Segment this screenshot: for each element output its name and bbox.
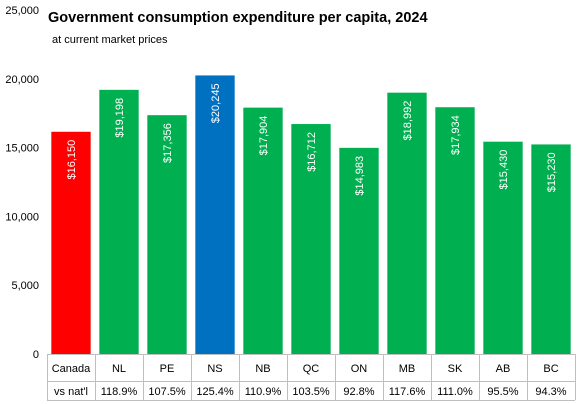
y-tick-label: 0 bbox=[33, 349, 39, 361]
y-axis-ticks: 0 5,000 10,000 15,000 20,000 25,000 bbox=[5, 5, 39, 361]
data-label: $19,198 bbox=[114, 98, 126, 138]
vs-national-label: 92.8% bbox=[343, 386, 374, 398]
vs-national-label: 107.5% bbox=[148, 386, 186, 398]
y-tick-label: 15,000 bbox=[5, 143, 39, 155]
category-label: SK bbox=[448, 363, 463, 375]
category-label: AB bbox=[496, 363, 511, 375]
bar bbox=[147, 115, 187, 354]
category-table: Canada vs nat'l NL 118.9% PE 107.5% NS 125.4% NB… bbox=[47, 354, 576, 401]
category-label: Canada bbox=[52, 363, 91, 375]
category-label: NL bbox=[112, 363, 126, 375]
vs-national-label: 125.4% bbox=[196, 386, 234, 398]
bar bbox=[99, 89, 139, 355]
vs-national-label: 111.0% bbox=[437, 386, 473, 398]
vs-national-label: 118.9% bbox=[101, 386, 138, 398]
vs-national-label: 110.9% bbox=[245, 386, 282, 398]
data-label: $16,712 bbox=[306, 132, 318, 172]
bar bbox=[483, 141, 523, 354]
bars: $16,150 $19,198 $17,356 $20,245 $17,904 $16,7… bbox=[51, 75, 571, 355]
category-label: NS bbox=[207, 363, 222, 375]
bar bbox=[339, 147, 379, 354]
bar bbox=[531, 144, 571, 354]
category-label: MB bbox=[399, 363, 416, 375]
vs-national-label: 103.5% bbox=[292, 386, 330, 398]
y-tick-label: 5,000 bbox=[11, 280, 39, 292]
data-label: $15,230 bbox=[546, 152, 558, 192]
bar bbox=[51, 131, 91, 354]
data-label: $20,245 bbox=[210, 83, 222, 123]
y-tick-label: 25,000 bbox=[5, 5, 39, 17]
chart-title: Government consumption expenditure per c… bbox=[48, 10, 428, 26]
bar bbox=[291, 124, 331, 354]
category-label: NB bbox=[255, 363, 270, 375]
category-label: ON bbox=[351, 363, 368, 375]
vs-national-label: 95.5% bbox=[487, 386, 518, 398]
vs-national-label: vs nat'l bbox=[54, 386, 88, 398]
chart-subtitle: at current market prices bbox=[52, 34, 168, 46]
data-label: $16,150 bbox=[66, 140, 78, 180]
category-label: QC bbox=[303, 363, 320, 375]
data-label: $15,430 bbox=[498, 150, 510, 190]
vs-national-label: 117.6% bbox=[389, 386, 426, 398]
data-label: $17,356 bbox=[162, 123, 174, 163]
vs-national-label: 94.3% bbox=[535, 386, 566, 398]
bar bbox=[387, 92, 427, 355]
bar bbox=[195, 75, 235, 354]
bar bbox=[243, 107, 283, 354]
data-label: $17,934 bbox=[450, 115, 462, 155]
data-label: $14,983 bbox=[354, 156, 366, 196]
bar bbox=[435, 107, 475, 355]
data-label: $18,992 bbox=[402, 101, 414, 141]
y-tick-label: 20,000 bbox=[5, 74, 39, 86]
category-label: PE bbox=[160, 363, 175, 375]
category-label: BC bbox=[543, 363, 558, 375]
data-label: $17,904 bbox=[258, 116, 270, 156]
y-tick-label: 10,000 bbox=[5, 211, 39, 223]
